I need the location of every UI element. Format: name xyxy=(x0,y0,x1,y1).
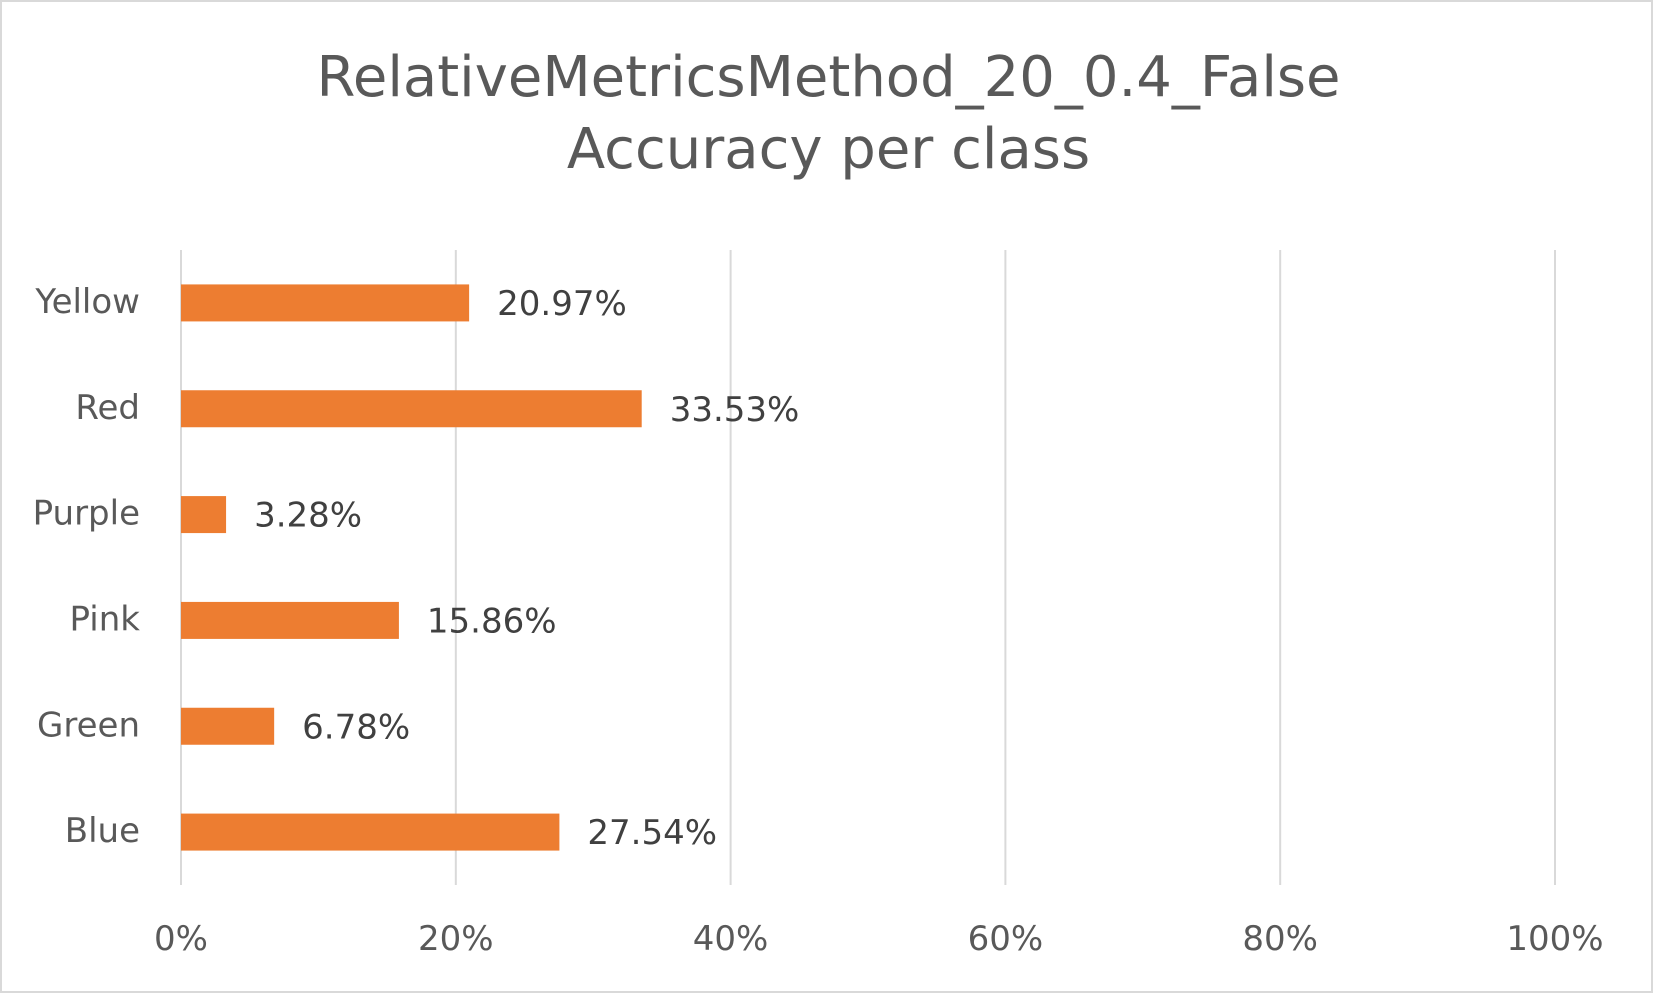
category-label: Blue xyxy=(65,811,140,851)
chart-title-line-2: Accuracy per class xyxy=(566,117,1091,182)
bar xyxy=(181,390,642,428)
chart-title-line-1: RelativeMetricsMethod_20_0.4_False xyxy=(316,45,1341,110)
bars xyxy=(181,284,642,851)
data-label: 15.86% xyxy=(427,601,557,641)
x-tick-label: 100% xyxy=(1506,919,1603,959)
data-label: 33.53% xyxy=(670,390,800,430)
bar xyxy=(181,601,399,639)
data-label: 3.28% xyxy=(254,496,362,536)
x-tick-label: 60% xyxy=(968,919,1044,959)
category-label: Pink xyxy=(70,599,141,639)
bar xyxy=(181,496,227,534)
category-label: Purple xyxy=(33,494,140,534)
bar xyxy=(181,707,275,745)
data-label: 27.54% xyxy=(587,813,717,853)
x-tick-label: 80% xyxy=(1242,919,1318,959)
data-labels: 20.97% 33.53% 3.28% 15.86% 6.78% 27.54% xyxy=(254,284,799,853)
category-label: Red xyxy=(75,388,140,428)
data-label: 6.78% xyxy=(302,707,410,747)
chart-title: RelativeMetricsMethod_20_0.4_False Accur… xyxy=(2,42,1653,186)
x-tick-label: 20% xyxy=(418,919,494,959)
bar xyxy=(181,813,560,851)
gridlines xyxy=(180,250,1556,885)
category-label: Green xyxy=(37,705,140,745)
bar xyxy=(181,284,470,322)
value-axis: 0% 20% 40% 60% 80% 100% xyxy=(154,919,1604,959)
x-tick-label: 40% xyxy=(693,919,769,959)
data-label: 20.97% xyxy=(497,284,627,324)
x-tick-label: 0% xyxy=(154,919,208,959)
category-axis: Yellow Red Purple Pink Green Blue xyxy=(33,282,141,851)
category-label: Yellow xyxy=(34,282,140,322)
